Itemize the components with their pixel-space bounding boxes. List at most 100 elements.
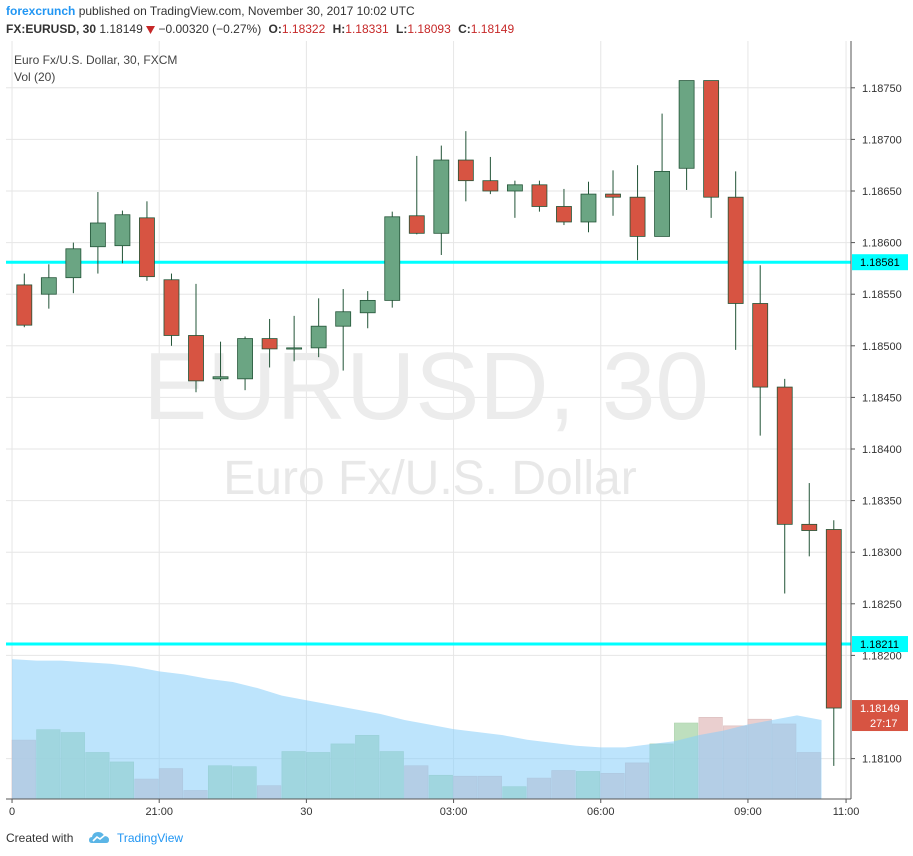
down-triangle-icon	[146, 25, 156, 34]
candle-body	[506, 184, 523, 192]
candle-body	[825, 529, 842, 709]
candle-body	[16, 284, 33, 326]
high-value: 1.18331	[345, 22, 389, 36]
candlestick-chart[interactable]: EURUSD, 30 Euro Fx/U.S. Dollar 1.18750 1.18…	[6, 41, 910, 826]
candle	[188, 283, 204, 393]
published-text: published on TradingView.com, November 3…	[78, 4, 415, 18]
candle	[654, 113, 670, 237]
price-tick-label: 1.18750	[862, 83, 902, 95]
candle	[384, 211, 401, 308]
candle-body	[212, 376, 229, 380]
candle	[727, 171, 744, 350]
hline-price-tag	[852, 636, 908, 653]
candle-body	[237, 338, 253, 380]
created-with-text: Created with	[6, 831, 74, 845]
candle-body	[114, 214, 131, 247]
low-label: L:	[396, 22, 408, 36]
last-price-label: 1.18149	[860, 703, 900, 715]
candle-body	[580, 193, 597, 223]
candle	[506, 180, 523, 218]
candle-body	[89, 222, 106, 248]
tradingview-cloud-icon	[89, 832, 109, 843]
candle	[40, 264, 57, 309]
candle	[261, 318, 278, 368]
candle	[457, 131, 474, 202]
candle-body	[188, 335, 204, 382]
candle	[605, 170, 621, 216]
price-tick-label: 1.18350	[862, 496, 902, 508]
hline-price-tag	[852, 254, 908, 271]
candle-body	[752, 303, 769, 388]
time-tick-label: 0	[9, 806, 15, 818]
candle	[212, 341, 229, 381]
price-tick-label: 1.18700	[862, 134, 902, 146]
price-tick-label: 1.18450	[862, 392, 902, 404]
hline-price-label: 1.18211	[860, 639, 899, 651]
candle-body	[629, 196, 646, 237]
price-tick-label: 1.18100	[862, 754, 902, 766]
candle	[482, 156, 499, 195]
symbol-label: FX:EURUSD, 30	[6, 22, 97, 36]
publish-info: forexcrunch published on TradingView.com…	[6, 4, 415, 18]
candle-body	[801, 523, 818, 531]
candle	[678, 80, 695, 190]
candle-body	[556, 206, 572, 223]
candle-body	[703, 80, 720, 198]
candle	[629, 165, 646, 261]
chart-area[interactable]: EURUSD, 30 Euro Fx/U.S. Dollar 1.18750 1.18…	[6, 41, 910, 826]
last-price-tag	[852, 700, 908, 732]
candle	[335, 289, 352, 371]
volume-legend[interactable]: Vol (20)	[14, 70, 56, 84]
time-tick-label: 11:00	[833, 806, 860, 818]
time-tick-label: 06:00	[587, 806, 615, 818]
candle-body	[65, 248, 82, 279]
grid	[6, 41, 851, 799]
close-label: C:	[458, 22, 471, 36]
candle-body	[359, 299, 376, 314]
last-price: 1.18149	[99, 22, 143, 36]
candle-body	[727, 196, 744, 304]
candle-body	[408, 215, 425, 234]
tradingview-link[interactable]: TradingView	[117, 831, 184, 845]
candle	[65, 242, 82, 294]
series-legend[interactable]: Euro Fx/U.S. Dollar, 30, FXCM	[14, 53, 178, 67]
footer: Created with TradingView	[0, 826, 913, 856]
author-link[interactable]: forexcrunch	[6, 4, 76, 18]
candle-body	[40, 277, 57, 295]
candle	[801, 483, 818, 557]
candle	[139, 201, 155, 281]
candle-body	[457, 159, 474, 182]
candle	[237, 336, 253, 391]
watermark-name: Euro Fx/U.S. Dollar	[223, 452, 636, 505]
candle	[556, 188, 572, 226]
candle-body	[605, 193, 621, 198]
candle-body	[261, 338, 278, 350]
candle	[359, 291, 376, 329]
price-tick-label: 1.18500	[862, 341, 902, 353]
hline-price-label: 1.18581	[860, 257, 900, 269]
price-change: −0.00320 (−0.27%)	[158, 22, 262, 36]
time-tick-label: 09:00	[734, 806, 762, 818]
candle	[286, 315, 303, 362]
open-label: O:	[268, 22, 282, 36]
candle	[752, 265, 769, 436]
low-value: 1.18093	[407, 22, 451, 36]
chart-header: forexcrunch published on TradingView.com…	[0, 0, 913, 40]
candle	[825, 520, 842, 766]
candle-body	[163, 279, 180, 336]
price-tick-label: 1.18300	[862, 547, 902, 559]
price-tick-label: 1.18650	[862, 186, 902, 198]
candle	[163, 273, 180, 346]
price-tick-label: 1.18200	[862, 650, 902, 662]
price-axis-background	[851, 41, 910, 826]
candle-body	[335, 311, 352, 327]
candle	[16, 273, 33, 328]
candle	[580, 181, 597, 233]
candle-body	[286, 347, 303, 350]
chart-legend: Euro Fx/U.S. Dollar, 30, FXCM Vol (20)	[14, 52, 177, 86]
candle	[408, 155, 425, 235]
time-tick-label: 30	[300, 806, 312, 818]
candle-body	[139, 217, 155, 278]
candle	[89, 192, 106, 274]
high-label: H:	[332, 22, 346, 36]
